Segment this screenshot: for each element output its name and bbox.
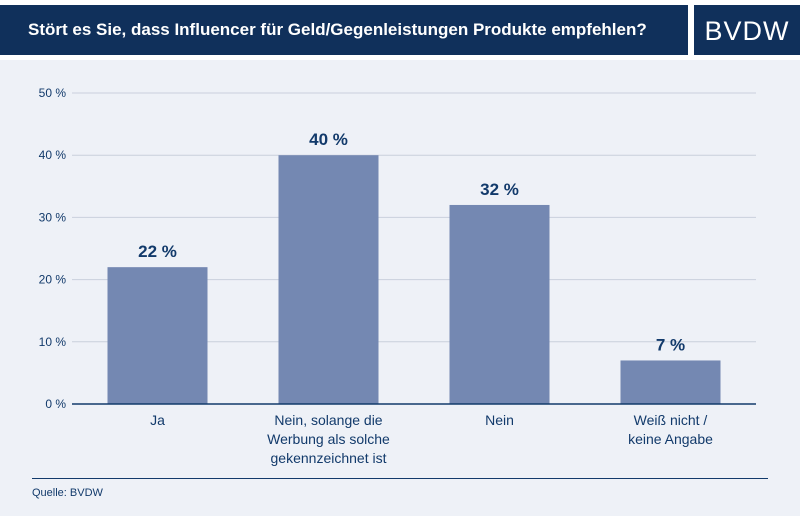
x-category-label-line: Weiß nicht / [634,412,708,428]
y-tick-label: 10 % [39,335,67,349]
x-category-label-line: Nein, solange die [274,412,382,428]
x-category-label: Ja [150,412,165,428]
footer-divider [32,478,768,479]
bvdw-logo: BVDW [694,5,800,55]
x-category-label: Nein [485,412,514,428]
bar-value-label: 22 % [138,242,177,261]
bar [278,155,379,404]
y-tick-label: 40 % [39,148,67,162]
bar-value-label: 32 % [480,180,519,199]
source-note: Quelle: BVDW [32,487,103,499]
x-category-label-line: Nein [485,412,514,428]
y-axis-ticks: 0 % 10 % 20 % 30 % 40 % 50 % [39,86,67,411]
bar [107,267,208,404]
y-tick-label: 30 % [39,210,67,224]
x-category-label-line: keine Angabe [628,431,713,447]
bar [620,360,721,404]
value-labels: 22 % 40 % 32 % 7 % [138,130,685,354]
bar-chart: 0 %10 %20 %30 %40 %50 % 22 %40 %32 %7 % … [39,86,756,466]
bar-value-label: 7 % [656,335,685,354]
x-axis-labels: Ja Nein, solange die Werbung als solche gek… [150,412,713,466]
x-category-label: Weiß nicht / keine Angabe [628,412,713,447]
x-category-label-line: Werbung als solche [267,431,390,447]
plot-area: 0 % 10 % 20 % 30 % 40 % 50 % 22 % 40 % 32 % 7 % … [0,60,800,516]
chart-title: Stört es Sie, dass Influencer für Geld/G… [0,5,688,55]
y-tick-label: 0 % [45,397,66,411]
bar-value-label: 40 % [309,130,348,149]
header: Stört es Sie, dass Influencer für Geld/G… [0,0,800,60]
y-tick-label: 50 % [39,86,67,100]
bar [449,204,550,404]
x-category-label-line: Ja [150,412,165,428]
bars [107,155,721,404]
x-category-label: Nein, solange die Werbung als solche geken… [267,412,390,466]
y-tick-label: 20 % [39,273,67,287]
x-category-label-line: gekennzeichnet ist [271,450,387,466]
